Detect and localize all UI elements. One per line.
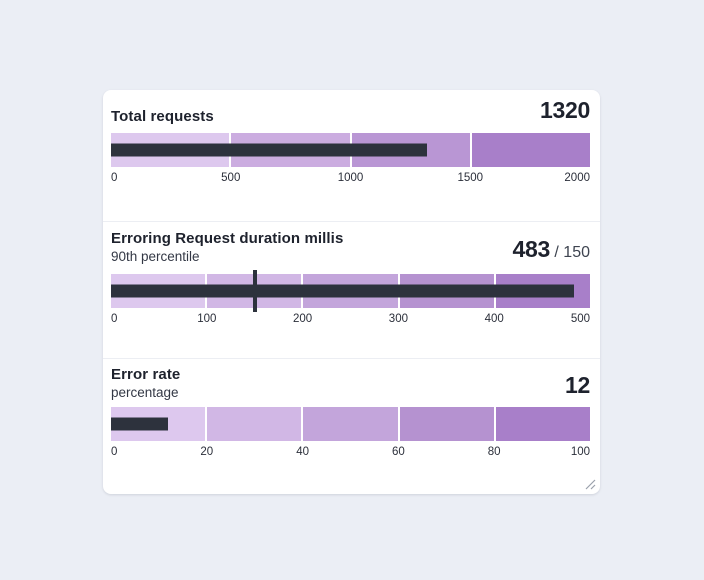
axis-ticks: 0 100 200 300 400 500 (111, 312, 590, 327)
axis-tick-label: 500 (570, 313, 590, 325)
chart-value-wrap: 12 (565, 373, 590, 401)
bullet-track (111, 270, 591, 312)
axis-ticks: 0 500 1000 1500 2000 (111, 171, 590, 186)
axis-tick-label: 0 (111, 172, 118, 184)
bullet-measure-bar (111, 143, 428, 157)
chart-value: 1320 (540, 97, 590, 123)
axis-tick-label: 1500 (457, 172, 484, 184)
chart-title: Erroring Request duration millis (111, 230, 344, 247)
axis-tick-label: 100 (197, 313, 217, 325)
chart-value-wrap: 1320 (540, 98, 590, 126)
bullet-target-marker (252, 270, 257, 312)
chart-titles: Total requests (111, 108, 214, 126)
axis-tick-label: 400 (484, 313, 504, 325)
bullet-segment (495, 407, 591, 441)
bullet-segment (303, 407, 398, 441)
axis-tick-label: 100 (570, 446, 590, 458)
chart-titles: Erroring Request duration millis 90th pe… (111, 230, 343, 265)
chart-title: Error rate (111, 366, 181, 383)
bullet-track (111, 133, 590, 167)
axis-tick-label: 20 (200, 446, 214, 458)
axis-tick-label: 40 (296, 446, 309, 458)
axis-tick-label: 0 (111, 313, 118, 325)
chart-value: 483 (512, 236, 550, 262)
chart-value-wrap: 483 / 150 (512, 237, 590, 265)
chart-header: Error rate percentage 12 (111, 366, 590, 401)
bullet-segments (111, 407, 591, 441)
resize-grip-icon (585, 479, 595, 489)
axis-tick-label: 60 (391, 446, 405, 458)
chart-target-value: / 150 (554, 244, 590, 261)
chart-section: Erroring Request duration millis 90th pe… (103, 222, 600, 359)
axis-tick-label: 2000 (564, 172, 590, 184)
bullet-segment (399, 407, 494, 441)
chart-header: Total requests 1320 (111, 98, 590, 126)
chart-section: Total requests 1320 0 500 1000 1500 2000 (103, 90, 600, 222)
bullet-measure-bar (111, 284, 574, 298)
chart-subtitle: 90th percentile (111, 249, 200, 264)
chart-header: Erroring Request duration millis 90th pe… (111, 230, 590, 265)
chart-value: 12 (565, 372, 590, 398)
bullet-segment (471, 133, 590, 167)
dashboard-card: Total requests 1320 0 500 1000 1500 2000 Err… (103, 90, 600, 494)
charts-container: Total requests 1320 0 500 1000 1500 2000 Err… (103, 90, 600, 494)
axis-tick-label: 200 (293, 313, 313, 325)
bullet-segment (207, 407, 302, 441)
resize-handle[interactable] (584, 478, 596, 490)
axis-tick-label: 500 (221, 172, 241, 184)
bullet-measure-bar (111, 417, 169, 431)
axis-tick-label: 80 (487, 446, 501, 458)
bullet-track (111, 407, 591, 441)
chart-title: Total requests (111, 108, 214, 125)
axis-tick-label: 0 (111, 446, 118, 458)
axis-tick-label: 1000 (337, 172, 364, 184)
chart-subtitle: percentage (111, 385, 179, 400)
chart-section: Error rate percentage 12 0 20 40 60 80 100 (103, 359, 600, 494)
chart-titles: Error rate percentage (111, 366, 180, 401)
axis-tick-label: 300 (388, 313, 408, 325)
axis-ticks: 0 20 40 60 80 100 (111, 445, 590, 460)
